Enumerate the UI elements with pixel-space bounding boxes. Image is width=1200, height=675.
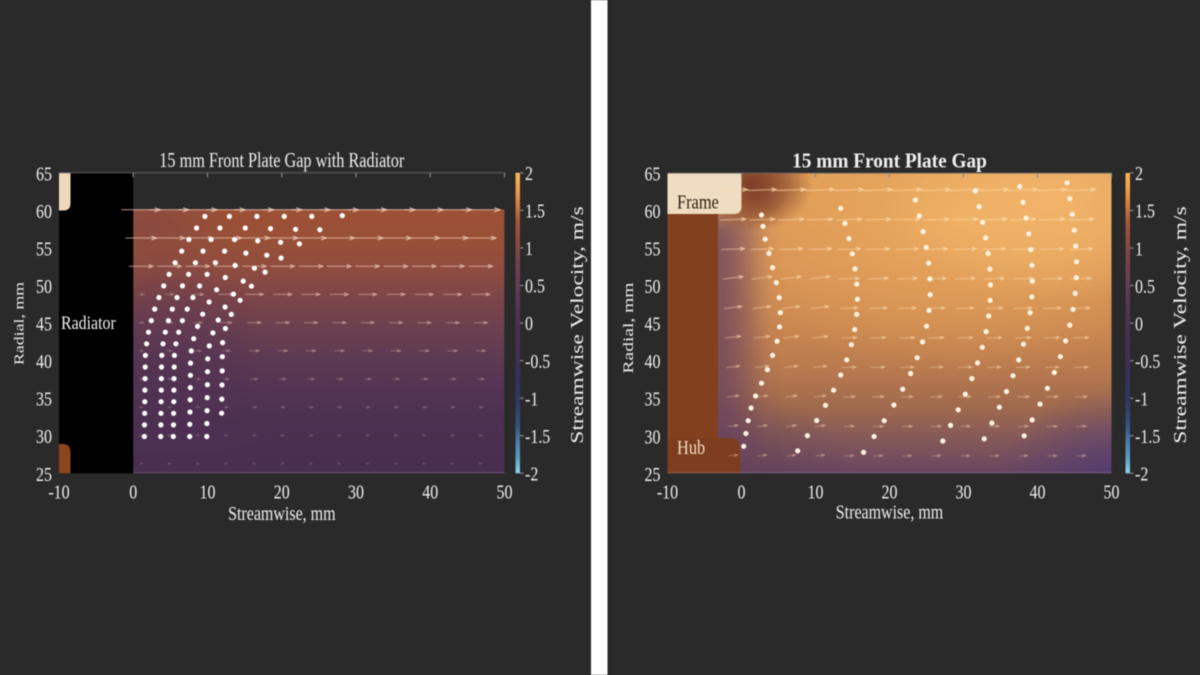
svg-text:50: 50 bbox=[497, 481, 513, 503]
svg-text:0.5: 0.5 bbox=[1135, 275, 1155, 297]
svg-text:0: 0 bbox=[525, 312, 533, 334]
svg-text:-10: -10 bbox=[657, 481, 678, 503]
svg-text:40: 40 bbox=[1030, 481, 1046, 503]
svg-text:30: 30 bbox=[645, 425, 661, 447]
svg-text:-1: -1 bbox=[1135, 388, 1148, 410]
svg-text:35: 35 bbox=[36, 388, 52, 410]
svg-text:10: 10 bbox=[808, 481, 824, 503]
svg-text:Frame: Frame bbox=[677, 191, 719, 213]
svg-text:35: 35 bbox=[645, 388, 661, 410]
svg-text:10: 10 bbox=[200, 481, 216, 503]
svg-text:-0.5: -0.5 bbox=[525, 350, 550, 372]
svg-text:30: 30 bbox=[36, 425, 52, 447]
svg-text:45: 45 bbox=[645, 313, 661, 335]
svg-text:-2: -2 bbox=[1135, 463, 1148, 485]
svg-text:-10: -10 bbox=[48, 481, 69, 503]
svg-text:Radiator: Radiator bbox=[61, 313, 116, 333]
svg-text:25: 25 bbox=[645, 463, 661, 485]
svg-text:Streamwise Velocity, m/s: Streamwise Velocity, m/s bbox=[566, 206, 587, 443]
svg-text:-1.5: -1.5 bbox=[525, 425, 550, 447]
svg-text:50: 50 bbox=[645, 275, 661, 297]
svg-text:20: 20 bbox=[274, 481, 290, 503]
svg-text:55: 55 bbox=[36, 238, 52, 260]
svg-text:25: 25 bbox=[36, 463, 52, 485]
svg-text:Radial, mm: Radial, mm bbox=[619, 282, 636, 373]
svg-text:15 mm Front Plate Gap with Rad: 15 mm Front Plate Gap with Radiator bbox=[159, 149, 405, 172]
svg-text:Streamwise, mm: Streamwise, mm bbox=[836, 501, 943, 523]
svg-text:2: 2 bbox=[525, 162, 533, 184]
svg-text:Streamwise, mm: Streamwise, mm bbox=[228, 502, 335, 524]
svg-text:2: 2 bbox=[1135, 162, 1143, 184]
svg-text:30: 30 bbox=[956, 481, 972, 503]
svg-text:40: 40 bbox=[645, 350, 661, 372]
svg-text:1: 1 bbox=[1135, 237, 1143, 259]
svg-text:Streamwise Velocity, m/s: Streamwise Velocity, m/s bbox=[1169, 206, 1190, 443]
svg-text:65: 65 bbox=[36, 162, 52, 184]
svg-text:-0.5: -0.5 bbox=[1135, 350, 1160, 372]
svg-text:40: 40 bbox=[36, 350, 52, 372]
svg-text:45: 45 bbox=[36, 313, 52, 335]
svg-text:0: 0 bbox=[129, 481, 137, 503]
svg-text:60: 60 bbox=[645, 200, 661, 222]
svg-text:30: 30 bbox=[348, 481, 364, 503]
svg-text:40: 40 bbox=[422, 481, 438, 503]
svg-text:0: 0 bbox=[738, 481, 746, 503]
svg-text:1: 1 bbox=[525, 237, 533, 259]
svg-text:55: 55 bbox=[645, 238, 661, 260]
svg-text:-1: -1 bbox=[525, 388, 538, 410]
svg-text:20: 20 bbox=[882, 481, 898, 503]
svg-text:50: 50 bbox=[1104, 481, 1120, 503]
svg-text:15 mm Front Plate Gap: 15 mm Front Plate Gap bbox=[792, 150, 987, 173]
svg-text:50: 50 bbox=[36, 275, 52, 297]
svg-text:1.5: 1.5 bbox=[1135, 200, 1155, 222]
svg-text:-1.5: -1.5 bbox=[1135, 425, 1160, 447]
svg-text:65: 65 bbox=[645, 163, 661, 185]
svg-text:0: 0 bbox=[1135, 312, 1143, 334]
svg-text:Radial, mm: Radial, mm bbox=[12, 281, 27, 365]
svg-text:1.5: 1.5 bbox=[525, 200, 545, 222]
svg-text:-2: -2 bbox=[525, 463, 538, 485]
svg-text:0.5: 0.5 bbox=[525, 275, 545, 297]
svg-text:60: 60 bbox=[36, 200, 52, 222]
svg-text:Hub: Hub bbox=[677, 437, 705, 459]
